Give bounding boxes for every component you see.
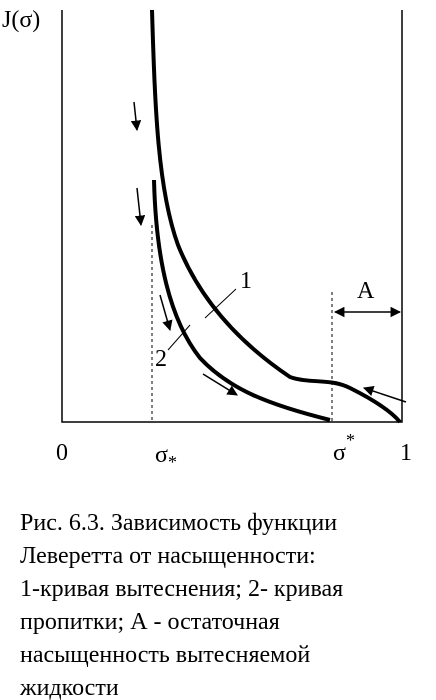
plot-frame bbox=[61, 10, 403, 423]
curve-1 bbox=[150, 9, 402, 424]
caption-line: 1-кривая вытеснения; 2- кривая bbox=[20, 576, 343, 602]
curve-label: 2 bbox=[155, 346, 167, 372]
x-label: 0 bbox=[56, 440, 68, 466]
x-label: σ* bbox=[155, 442, 177, 472]
dashed-guides bbox=[151, 225, 333, 422]
curve-label: 1 bbox=[240, 268, 252, 294]
caption-line: насыщенность вытесняемой bbox=[20, 642, 310, 668]
direction-arrows bbox=[130, 101, 407, 403]
x-label-base: σ bbox=[155, 442, 168, 468]
caption-line: Леверетта от насыщенности: bbox=[20, 543, 316, 569]
x-label-subscript: * bbox=[168, 452, 177, 472]
x-label-base: σ bbox=[333, 440, 346, 466]
caption-line: Рис. 6.3. Зависимость функции bbox=[20, 510, 337, 536]
caption: Рис. 6.3. Зависимость функции Леверетта о… bbox=[19, 510, 343, 700]
x-label-superscript: * bbox=[346, 430, 355, 450]
leader-lines bbox=[167, 288, 237, 351]
x-label: 1 bbox=[400, 440, 412, 466]
y-axis-label: J(σ) bbox=[2, 7, 40, 33]
residual-label: A bbox=[357, 278, 375, 304]
x-label: σ* bbox=[333, 430, 355, 466]
caption-line: жидкости bbox=[19, 675, 119, 700]
curve-2 bbox=[152, 179, 331, 422]
caption-line: пропитки; А - остаточная bbox=[20, 609, 280, 635]
